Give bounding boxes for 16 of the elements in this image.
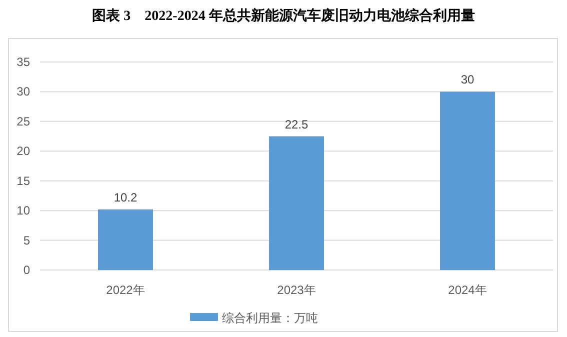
- data-label: 30: [460, 72, 474, 87]
- y-tick-label: 25: [16, 114, 30, 128]
- y-tick-label: 0: [23, 263, 30, 277]
- x-tick-label: 2022年: [106, 283, 145, 297]
- data-label: 22.5: [284, 117, 308, 132]
- x-tick-label: 2023年: [277, 283, 316, 297]
- data-label: 10.2: [114, 190, 138, 204]
- y-tick-label: 30: [16, 84, 30, 99]
- y-tick-label: 10: [16, 204, 30, 218]
- y-tick-label: 20: [16, 144, 30, 158]
- y-tick-label: 5: [23, 233, 30, 248]
- title: 图表 3 2022-2024 年总共新能源汽车废旧动力电池综合利用量: [92, 9, 475, 24]
- y-tick-label: 15: [16, 174, 30, 188]
- legend-label: 综合利用量：万吨: [222, 311, 318, 325]
- y-tick-label: 35: [16, 55, 30, 69]
- x-tick-label: 2024年: [448, 283, 487, 297]
